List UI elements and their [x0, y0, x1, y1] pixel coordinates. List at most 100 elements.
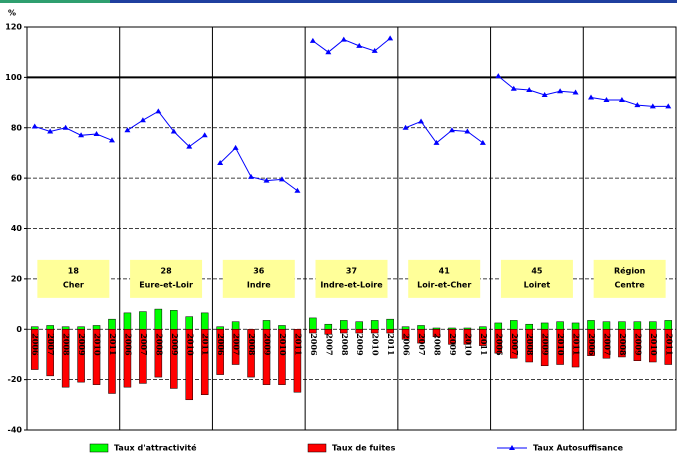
line-marker: [93, 131, 100, 137]
panel-name: Indre-et-Loire: [320, 280, 383, 289]
panel-label-box: [222, 259, 295, 298]
line: [590, 97, 669, 107]
line-marker: [108, 137, 115, 143]
bar: [92, 329, 101, 385]
line-marker: [665, 103, 672, 109]
line: [34, 126, 113, 141]
bar: [30, 326, 39, 330]
line-marker: [387, 35, 394, 41]
bar: [108, 329, 116, 394]
x-tick-label: 2006: [309, 333, 319, 356]
line-marker: [278, 176, 285, 182]
bar: [278, 329, 286, 385]
line-marker: [634, 102, 641, 108]
line-marker: [448, 127, 455, 133]
y-tick-label: 20: [11, 274, 23, 283]
panel-name: Centre: [615, 280, 646, 289]
x-tick-label: 2006: [587, 333, 597, 356]
legend-swatch: [89, 443, 109, 453]
panel-code: 45: [531, 266, 543, 275]
bar: [262, 320, 271, 330]
x-tick-label: 2009: [448, 333, 458, 356]
bar: [587, 320, 595, 330]
bar: [61, 329, 70, 388]
line-marker: [526, 86, 533, 92]
y-tick-label: 120: [5, 23, 22, 32]
bar: [401, 326, 410, 330]
line-marker: [155, 108, 162, 114]
line-marker: [263, 177, 270, 183]
bar: [123, 312, 132, 330]
bar: [618, 321, 626, 330]
bar: [108, 318, 116, 330]
bar: [633, 321, 642, 330]
y-tick-label: 100: [5, 73, 22, 82]
x-tick-label: 2006: [494, 333, 504, 356]
bar: [216, 326, 224, 330]
x-tick-label: 2009: [633, 333, 643, 356]
bar: [200, 329, 209, 395]
bar: [525, 323, 533, 330]
line-marker: [649, 103, 656, 109]
y-tick-label: 80: [11, 123, 23, 132]
bar: [154, 329, 163, 378]
y-tick-label: 0: [16, 325, 22, 334]
bar: [494, 329, 503, 354]
x-tick-label: 2011: [108, 333, 118, 355]
x-tick-label: 2008: [154, 333, 164, 356]
bar: [618, 329, 626, 358]
x-tick-label: 2009: [541, 333, 551, 356]
panel-code: Région: [614, 265, 646, 275]
x-tick-label: 2009: [355, 333, 365, 356]
line-marker: [572, 89, 579, 95]
bar: [417, 325, 425, 330]
bar: [463, 329, 472, 345]
x-tick-label: 2007: [232, 333, 242, 355]
legend-swatch: [307, 443, 327, 453]
line-marker: [248, 173, 255, 179]
panel-name: Loiret: [524, 280, 551, 289]
y-tick-label: 60: [11, 174, 23, 183]
line-marker: [557, 88, 564, 94]
bar: [77, 329, 85, 383]
bar: [92, 325, 101, 330]
bar: [231, 329, 240, 365]
bar: [602, 329, 611, 359]
line: [497, 75, 576, 96]
line-marker: [217, 160, 224, 166]
panel-label-box: [593, 259, 666, 298]
panel-label-box: [130, 259, 203, 298]
bar: [46, 329, 54, 377]
bar: [510, 320, 518, 330]
bar: [46, 325, 54, 330]
bar: [664, 329, 673, 365]
line-marker: [356, 42, 363, 48]
bar: [540, 322, 549, 330]
bar: [77, 326, 85, 330]
bar: [200, 312, 209, 330]
x-tick-label: 2009: [263, 333, 273, 356]
bar: [417, 329, 425, 344]
x-tick-label: 2010: [371, 333, 381, 356]
bar: [231, 321, 240, 330]
bar: [355, 329, 363, 334]
bar: [432, 329, 441, 338]
line-marker: [618, 97, 625, 103]
line-marker: [309, 37, 316, 43]
bar: [185, 316, 193, 330]
bar: [30, 329, 39, 370]
x-tick-label: 2007: [139, 333, 149, 355]
bar: [479, 326, 487, 330]
x-tick-label: 2010: [463, 333, 473, 356]
top-strip: [0, 0, 677, 3]
bar: [170, 310, 178, 330]
x-tick-label: 2009: [77, 333, 87, 356]
legend-label: Taux d'attractivité: [114, 443, 197, 453]
bar: [571, 329, 580, 368]
line-marker: [371, 47, 378, 53]
line: [312, 37, 391, 53]
line-marker: [62, 124, 69, 130]
line-marker: [510, 85, 517, 91]
panel-label-box: [37, 259, 110, 298]
